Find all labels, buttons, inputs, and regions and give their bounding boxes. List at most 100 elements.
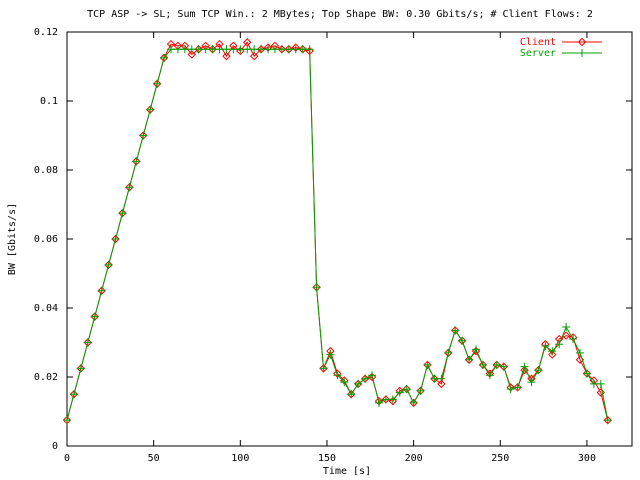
point-marker [166,45,175,54]
y-axis-label: BW [Gbits/s] [7,203,18,275]
x-tick-label: 150 [318,453,336,464]
x-tick-label: 50 [148,453,160,464]
point-marker [541,341,550,350]
point-marker [520,362,529,371]
point-marker [111,235,120,243]
point-marker [312,283,321,292]
point-marker [471,346,481,356]
point-marker [582,369,591,378]
point-marker [548,347,557,356]
point-marker [249,51,259,61]
point-marker [395,388,404,397]
y-tick-label: 0.08 [34,165,58,176]
point-marker [451,326,460,335]
x-tick-label: 0 [64,453,70,464]
point-marker [458,336,467,345]
point-marker [236,46,245,56]
point-marker [569,335,578,344]
point-marker [69,390,78,399]
point-marker [291,45,300,54]
point-marker [139,131,148,140]
y-tick-label: 0.02 [34,372,58,383]
y-tick-label: 0.12 [34,27,58,38]
point-marker [222,45,231,54]
point-marker [243,45,252,54]
point-marker [492,360,501,369]
point-marker [83,338,92,347]
point-marker [562,322,571,331]
point-marker [298,45,307,54]
point-marker [513,383,522,392]
y-tick-label: 0.1 [40,96,58,107]
y-tick-label: 0.04 [34,303,58,314]
point-marker [367,372,377,382]
point-marker [402,385,411,394]
point-marker [388,396,398,406]
point-marker [270,45,279,54]
point-marker [333,371,342,380]
point-marker [354,379,363,388]
point-marker [257,45,266,54]
point-marker [527,378,536,387]
point-marker [250,45,259,54]
x-tick-label: 200 [405,453,423,464]
point-marker [603,416,612,425]
point-marker [409,398,418,407]
point-marker [423,360,432,369]
point-marker [63,416,71,425]
x-tick-label: 100 [231,453,249,464]
point-marker [132,157,141,166]
point-marker [215,45,224,54]
point-marker [589,379,598,388]
point-marker [499,362,508,371]
point-marker [465,355,474,364]
point-marker [118,209,127,218]
chart-title: TCP ASP -> SL; Sum TCP Win.: 2 MBytes; T… [87,9,593,20]
x-axis-label: Time [s] [323,466,371,477]
point-marker [478,360,487,369]
point-marker [437,379,446,389]
point-marker [173,45,182,54]
point-marker [208,45,217,54]
x-tick-label: 300 [578,453,596,464]
point-marker [187,50,196,59]
point-marker [76,364,85,373]
point-marker [485,371,494,380]
point-marker [326,350,335,359]
point-marker [153,79,162,88]
point-marker [520,365,529,375]
point-marker [437,374,446,383]
point-marker [430,374,439,383]
point-marker [305,45,314,54]
point-marker [416,386,425,395]
point-marker [236,45,245,54]
point-marker [340,378,349,387]
point-marker [104,260,113,269]
point-marker [534,366,543,375]
y-tick-label: 0.06 [34,234,58,245]
point-marker [596,388,606,397]
point-marker [381,395,390,404]
point-marker [180,45,189,54]
point-marker [160,53,169,62]
point-marker [368,371,377,380]
point-marker [222,51,231,61]
legend-marker [578,49,586,57]
point-marker [374,398,383,407]
point-marker [277,45,286,54]
point-marker [561,331,571,340]
point-marker [388,395,397,404]
legend-label: Client [520,37,556,48]
point-marker [264,45,273,54]
point-marker [229,45,238,54]
point-marker [555,340,564,349]
point-marker [347,390,356,399]
legend-label: Server [520,48,556,59]
y-tick-label: 0 [52,441,58,452]
x-tick-label: 250 [491,453,509,464]
point-marker [187,45,196,54]
point-marker [548,350,557,359]
point-marker [472,345,481,354]
